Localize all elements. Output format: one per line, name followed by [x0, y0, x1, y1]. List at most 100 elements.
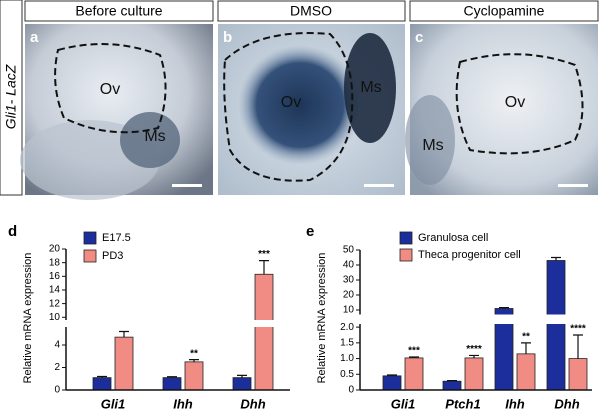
- error-bar: [119, 330, 129, 338]
- error-bar: [189, 359, 199, 362]
- error-bar: [447, 379, 457, 382]
- tissue-label: Ms: [360, 79, 381, 96]
- y-tick-label: 0.5: [340, 369, 354, 380]
- row-label-box: [0, 0, 23, 196]
- bar: [516, 353, 536, 391]
- error-bar: [387, 374, 397, 376]
- outline: [223, 32, 354, 182]
- tissue: [405, 95, 455, 185]
- row-label: Gli1- LacZ: [3, 64, 19, 129]
- y-tick-label: 16: [49, 271, 61, 282]
- scale-bar: [364, 184, 394, 187]
- error-bar: [521, 342, 531, 354]
- y-tick-label: 18: [49, 257, 61, 268]
- y-tick-label: 0: [348, 385, 354, 396]
- y-tick-label: 30: [343, 275, 355, 286]
- panel-letter: b: [223, 29, 232, 46]
- x-tick-label: Ihh: [173, 396, 193, 411]
- legend-swatch: [83, 231, 97, 245]
- bar: [162, 377, 182, 391]
- tissue: [344, 33, 396, 143]
- y-tick-label: 1.0: [340, 353, 354, 364]
- y-tick-label: 4: [54, 340, 60, 351]
- panel-letter: a: [30, 29, 39, 46]
- bar: [568, 358, 588, 391]
- y-tick-label: 50: [343, 245, 355, 256]
- x-tick-label: Ihh: [505, 396, 525, 411]
- bar: [114, 336, 134, 391]
- error-bar: [409, 356, 419, 358]
- y-tick-label: 10: [49, 312, 61, 323]
- y-tick-label: 1.5: [340, 337, 354, 348]
- bar: [92, 377, 112, 391]
- y-tick-label: 20: [343, 290, 355, 301]
- significance: ****: [466, 344, 482, 355]
- x-tick-label: Dhh: [240, 396, 265, 411]
- panel-letter: d: [8, 223, 17, 240]
- scale-bar: [558, 184, 588, 187]
- legend-swatch: [399, 248, 413, 262]
- tissue-label: Ms: [422, 137, 443, 154]
- tissue-label: Ov: [505, 94, 525, 111]
- y-tick-label: 2: [54, 362, 60, 373]
- panel-header: Before culture: [75, 3, 162, 19]
- outline: [455, 53, 584, 155]
- tissue: [238, 45, 362, 165]
- panel-header: Cyclopamine: [464, 3, 545, 19]
- bar: [442, 380, 462, 391]
- tissue: [120, 112, 180, 168]
- y-tick-label: 2.0: [340, 322, 354, 333]
- bar: [464, 357, 484, 391]
- y-tick-label: 20: [49, 244, 61, 255]
- y-tick-label: 10: [343, 305, 355, 316]
- tissue-label: Ms: [144, 128, 165, 145]
- significance: ***: [408, 346, 420, 357]
- x-tick-label: Ptch1: [445, 396, 480, 411]
- header-box: [409, 0, 599, 22]
- legend-label: E17.5: [102, 232, 131, 244]
- photo-labels: a Ov Ms b Ov Ms c Ov Ms: [30, 29, 525, 154]
- outline: [54, 43, 167, 134]
- significance: ***: [258, 249, 270, 260]
- bar: [232, 377, 252, 391]
- legend-label: Granulosa cell: [418, 232, 488, 244]
- y-axis-label: Relative mRNA expression: [22, 253, 34, 384]
- axis-break: [60, 320, 290, 327]
- x-tick-label: Gli1: [101, 396, 126, 411]
- legend-label: Theca progenitor cell: [418, 249, 521, 261]
- y-axis-label: Relative mRNA expression: [316, 253, 328, 384]
- panel-letter: c: [415, 29, 423, 46]
- legend-swatch: [83, 249, 97, 263]
- axis-break: [354, 314, 592, 324]
- significance: ****: [570, 324, 586, 335]
- scale-bar: [172, 184, 202, 187]
- bar: [382, 375, 402, 391]
- error-bar: [167, 376, 177, 378]
- x-tick-label: Dhh: [554, 396, 579, 411]
- bar: [254, 273, 274, 391]
- header-box: [217, 0, 406, 22]
- significance: **: [190, 348, 198, 359]
- significance: **: [522, 331, 530, 342]
- error-bar: [573, 334, 583, 359]
- error-bar: [469, 354, 479, 358]
- y-tick-label: 14: [49, 285, 61, 296]
- tissue-label: Ov: [281, 94, 301, 111]
- panel-header: DMSO: [290, 3, 332, 19]
- bar: [184, 361, 204, 391]
- panel-letter: e: [306, 223, 314, 240]
- header-box: [24, 0, 214, 22]
- y-tick-label: 0: [54, 385, 60, 396]
- tissue-label: Ov: [100, 81, 120, 98]
- bar: [546, 260, 566, 391]
- y-tick-label: 40: [343, 260, 355, 271]
- bar: [404, 357, 424, 391]
- error-bar: [499, 307, 509, 309]
- y-tick-label: 12: [49, 298, 61, 309]
- x-tick-label: Gli1: [391, 396, 416, 411]
